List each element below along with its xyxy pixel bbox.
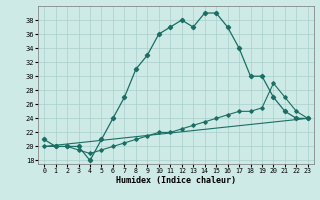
X-axis label: Humidex (Indice chaleur): Humidex (Indice chaleur) <box>116 176 236 185</box>
